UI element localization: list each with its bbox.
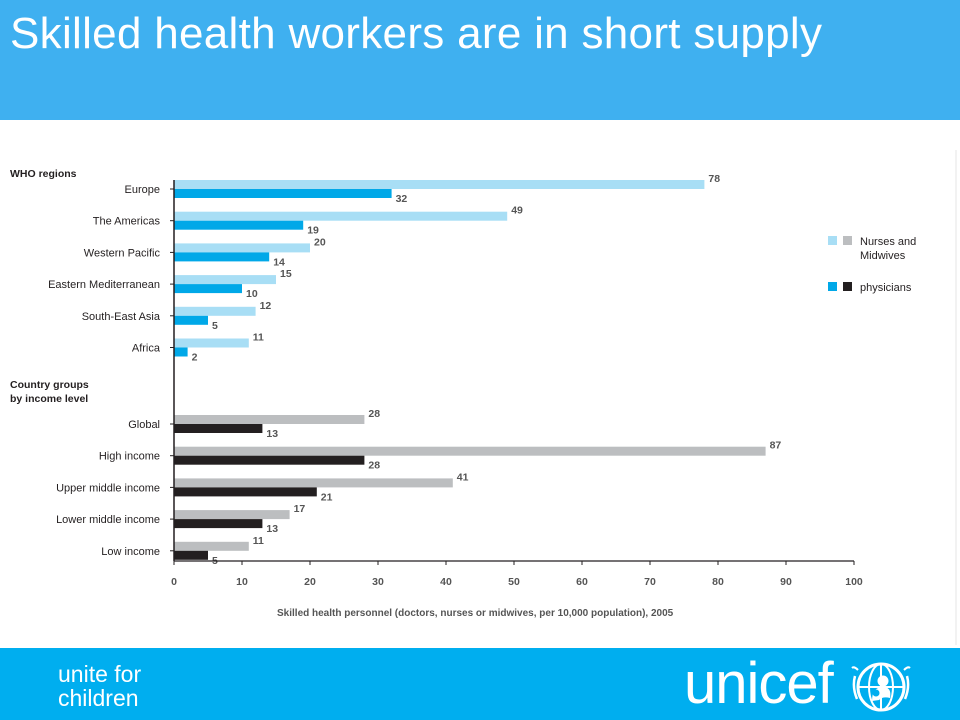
data-label-nurses-and-midwives-eastern-mediterranean: 15 [280,268,292,280]
category-label-the-americas: The Americas [93,216,161,228]
bar-nurses-and-midwives-low-income [174,541,249,551]
category-label-africa: Africa [132,343,161,355]
x-tick-label: 10 [236,576,248,588]
bar-physicians-africa [174,347,188,357]
data-label-nurses-and-midwives-low-income: 11 [253,535,264,547]
data-label-nurses-and-midwives-lower-middle-income: 17 [294,503,306,515]
data-label-physicians-the-americas: 19 [307,225,319,237]
bar-nurses-and-midwives-upper-middle-income [174,478,453,488]
bar-physicians-the-americas [174,220,304,230]
x-tick-label: 100 [845,576,863,588]
category-label-global: Global [128,419,160,431]
x-tick-label: 0 [171,576,177,588]
category-label-low-income: Low income [101,546,160,558]
chart-svg: WHO regions Country groups by income lev… [0,150,960,645]
group-heading-who-regions: WHO regions [10,168,77,180]
bar-physicians-low-income [174,550,208,560]
legend-swatch [828,282,837,291]
legend-label-line: Nurses and [860,236,916,248]
data-label-physicians-high-income: 28 [368,460,380,472]
data-label-physicians-south-east-asia: 5 [212,320,218,332]
legend-label-line: physicians [860,282,912,294]
data-label-nurses-and-midwives-africa: 11 [253,332,264,344]
tagline: unite for children [58,662,258,710]
bar-physicians-western-pacific [174,252,270,262]
bar-physicians-south-east-asia [174,315,208,325]
category-label-eastern-mediterranean: Eastern Mediterranean [48,279,160,291]
bar-physicians-eastern-mediterranean [174,284,242,294]
chart-bars: Europe 78 32 The Americas 49 19 Western Pacifi… [48,173,781,567]
data-label-physicians-western-pacific: 14 [273,256,285,268]
bar-nurses-and-midwives-south-east-asia [174,306,256,316]
legend-swatch [843,282,852,291]
bar-nurses-and-midwives-eastern-mediterranean [174,275,276,285]
category-label-high-income: High income [99,451,160,463]
bar-physicians-upper-middle-income [174,487,317,497]
bar-nurses-and-midwives-africa [174,338,249,348]
data-label-physicians-europe: 32 [396,193,408,205]
x-tick-label: 90 [780,576,792,588]
slide-title: Skilled health workers are in short supp… [10,9,823,58]
logo-wordmark: unicef [684,651,834,716]
footer-bar: unite for children unicef [0,648,960,720]
unicef-logo: unicef [684,650,914,720]
group-heading-income: Country groups by income level [10,379,92,405]
data-label-physicians-global: 13 [266,428,278,440]
group-heading-line: by income level [10,393,88,405]
x-tick-label: 70 [644,576,656,588]
bar-chart: WHO regions Country groups by income lev… [0,150,960,645]
x-tick-label: 80 [712,576,724,588]
legend-label-line: Midwives [860,250,906,262]
data-label-physicians-lower-middle-income: 13 [266,523,278,535]
legend-swatch [843,236,852,245]
x-tick-label: 40 [440,576,452,588]
legend-label-nurses-and-midwives: Nurses and Midwives [860,236,916,262]
x-tick-label: 30 [372,576,384,588]
group-heading-line: Country groups [10,379,89,391]
unicef-emblem-icon [851,662,911,712]
category-label-upper-middle-income: Upper middle income [56,482,160,494]
data-label-physicians-upper-middle-income: 21 [321,491,333,503]
data-label-nurses-and-midwives-south-east-asia: 12 [260,300,272,312]
bar-nurses-and-midwives-the-americas [174,211,508,221]
data-label-nurses-and-midwives-upper-middle-income: 41 [457,471,469,483]
x-tick-label: 60 [576,576,588,588]
bar-nurses-and-midwives-high-income [174,446,766,456]
bar-nurses-and-midwives-lower-middle-income [174,510,290,520]
category-label-lower-middle-income: Lower middle income [56,514,160,526]
data-label-physicians-eastern-mediterranean: 10 [246,288,258,300]
bar-physicians-europe [174,189,392,198]
chart-axes: 0 10 20 30 40 50 60 70 80 90 100 [170,180,863,588]
bar-nurses-and-midwives-europe [174,180,705,189]
bar-physicians-lower-middle-income [174,519,263,529]
title-bar: Skilled health workers are in short supp… [0,0,960,120]
data-label-nurses-and-midwives-high-income: 87 [770,440,782,452]
bar-physicians-high-income [174,455,365,465]
category-label-western-pacific: Western Pacific [84,247,161,259]
data-label-nurses-and-midwives-europe: 78 [708,173,720,185]
x-tick-label: 50 [508,576,520,588]
chart-background [0,150,960,645]
tagline-line: unite for [58,661,142,687]
data-label-nurses-and-midwives-western-pacific: 20 [314,236,326,248]
data-label-nurses-and-midwives-the-americas: 49 [511,205,523,217]
x-axis-label: Skilled health personnel (doctors, nurse… [277,608,674,619]
bar-nurses-and-midwives-western-pacific [174,243,310,253]
category-label-south-east-asia: South-East Asia [82,311,161,323]
category-label-europe: Europe [125,184,160,196]
legend-swatch [828,236,837,245]
tagline-line: children [58,685,139,711]
bar-nurses-and-midwives-global [174,415,365,424]
data-label-nurses-and-midwives-global: 28 [368,408,380,420]
group-heading-line: WHO regions [10,168,77,180]
x-tick-label: 20 [304,576,316,588]
data-label-physicians-africa: 2 [192,352,198,364]
bar-physicians-global [174,424,263,433]
chart-legend: Nurses and Midwives physicians [828,236,916,294]
legend-label-physicians: physicians [860,282,912,294]
